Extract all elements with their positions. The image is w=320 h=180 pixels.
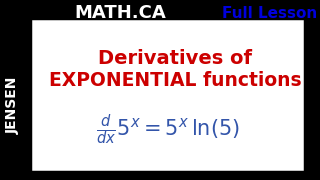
Text: JENSEN: JENSEN: [6, 76, 20, 134]
Text: MATH.CA: MATH.CA: [74, 4, 166, 22]
Text: EXPONENTIAL functions: EXPONENTIAL functions: [49, 71, 301, 89]
Text: Full Lesson: Full Lesson: [222, 6, 318, 21]
Text: Derivatives of: Derivatives of: [98, 48, 252, 68]
Bar: [30, 18, 305, 172]
Text: $\frac{d}{dx}5^x = 5^x\,\ln(5)$: $\frac{d}{dx}5^x = 5^x\,\ln(5)$: [96, 113, 240, 147]
